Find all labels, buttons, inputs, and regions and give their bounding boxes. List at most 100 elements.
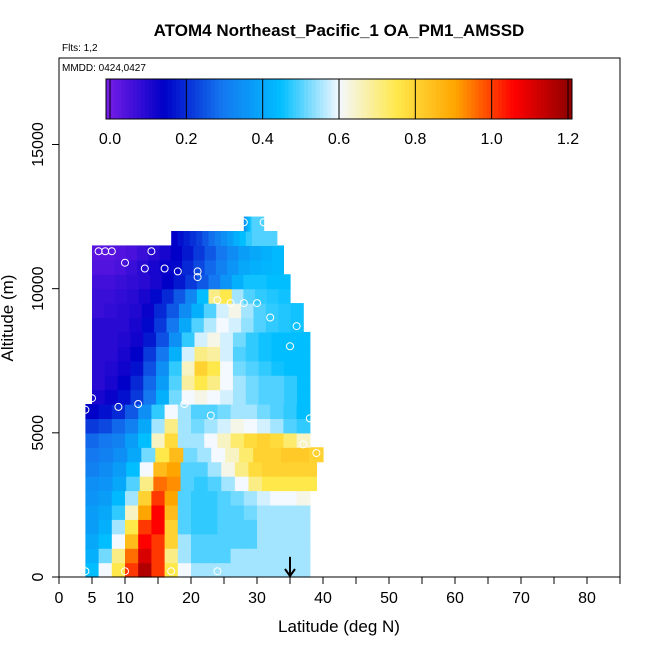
heatmap-cell-19-8 xyxy=(185,288,198,304)
colorbar-segment-108 xyxy=(525,79,530,119)
heatmap-cell-16-3 xyxy=(130,331,144,347)
sample-point-2 xyxy=(167,567,176,576)
heatmap-cell-23-9 xyxy=(227,231,234,247)
heatmap-cell-4-9 xyxy=(204,504,218,520)
heatmap-cell-3-14 xyxy=(270,519,284,535)
heatmap-cell-2-2 xyxy=(111,533,126,549)
heatmap-cell-11-9 xyxy=(204,404,218,420)
heatmap-cell-24-9 xyxy=(254,216,257,232)
sample-point-31 xyxy=(239,218,248,227)
colorbar-segment-24 xyxy=(199,79,204,119)
heatmap-cell-18-7 xyxy=(178,303,192,319)
heatmap-cell-2-3 xyxy=(125,533,139,549)
heatmap-cell-12-9 xyxy=(207,389,221,405)
heatmap-cell-5-4 xyxy=(138,490,152,506)
heatmap-cell-8-12 xyxy=(253,447,268,463)
sample-point-9 xyxy=(206,411,215,420)
sample-point-30 xyxy=(312,330,321,339)
heatmap-cell-1-3 xyxy=(125,548,139,564)
heatmap-cell-17-8 xyxy=(191,317,205,333)
heatmap-cell-7-3 xyxy=(126,461,141,477)
heatmap-cell-15-14 xyxy=(271,346,285,362)
heatmap-cell-4-16 xyxy=(296,504,311,520)
heatmap-cell-21-7 xyxy=(170,259,183,275)
heatmap-cell-23-13 xyxy=(251,231,259,247)
heatmap-cell-7-11 xyxy=(234,461,250,477)
heatmap-cell-22-14 xyxy=(249,245,262,261)
heatmap-cell-23-5 xyxy=(202,231,210,247)
heatmap-cell-7-9 xyxy=(207,461,222,477)
heatmap-cell-15-13 xyxy=(258,346,272,362)
heatmap-cell-10-13 xyxy=(257,418,271,434)
heatmap-cell-2-14 xyxy=(270,533,284,549)
heatmap-cell-5-5 xyxy=(151,490,166,506)
sample-point-5 xyxy=(88,394,96,403)
heatmap-cell-15-12 xyxy=(245,346,260,362)
heatmap-cell-16-1 xyxy=(104,331,119,347)
heatmap-cell-0-4 xyxy=(138,562,152,578)
heatmap-cell-0-9 xyxy=(204,562,218,578)
heatmap-cell-15-11 xyxy=(232,346,247,362)
heatmap-cell-6-9 xyxy=(207,476,222,492)
colorbar-segment-107 xyxy=(521,79,526,119)
heatmap-cell-11-5 xyxy=(151,404,166,420)
heatmap-cell-24-3 xyxy=(247,216,250,232)
colorbar-tick-label-1: 0.2 xyxy=(175,131,197,148)
heatmap-cell-7-14 xyxy=(275,461,290,477)
heatmap-cell-23-7 xyxy=(214,231,222,247)
heatmap-cell-23-0 xyxy=(171,231,179,247)
heatmap-cell-12-6 xyxy=(168,389,183,405)
colorbar-segment-105 xyxy=(513,79,519,119)
heatmap-cell-5-9 xyxy=(204,490,218,506)
colorbar-segment-94 xyxy=(471,79,476,119)
heatmap-cell-13-14 xyxy=(271,375,285,391)
colorbar-segment-102 xyxy=(502,79,507,119)
heatmap-cell-9-14 xyxy=(270,432,284,448)
heatmap-cell-10-14 xyxy=(270,418,284,434)
heatmap-cell-4-5 xyxy=(151,504,166,520)
y-tick-label-2: 10000 xyxy=(30,266,47,311)
heatmap-cell-15-4 xyxy=(143,346,157,362)
colorbar-segment-73 xyxy=(389,79,394,119)
heatmap-cell-9-5 xyxy=(151,432,166,448)
heatmap-cell-12-10 xyxy=(220,389,234,405)
heatmap-cell-1-4 xyxy=(138,548,152,564)
colorbar-segment-1 xyxy=(109,79,115,119)
heatmap-cell-11-4 xyxy=(138,404,152,420)
colorbar-segment-66 xyxy=(362,79,367,119)
colorbar-tick-label-4: 0.8 xyxy=(404,131,426,148)
colorbar-segment-45 xyxy=(280,79,286,119)
heatmap-cell-18-15 xyxy=(278,303,292,319)
colorbar-segment-43 xyxy=(272,79,278,119)
heatmap-cell-21-0 xyxy=(92,259,104,275)
colorbar-segment-13 xyxy=(156,79,161,119)
heatmap-cell-13-10 xyxy=(220,375,234,391)
heatmap-cell-3-7 xyxy=(177,519,192,535)
heatmap-cell-2-8 xyxy=(191,533,205,549)
heatmap-cell-21-12 xyxy=(227,259,239,275)
arrow-head xyxy=(284,568,296,578)
heatmap-cell-13-7 xyxy=(181,375,196,391)
heatmap-cell-23-16 xyxy=(270,231,278,247)
sample-point-17 xyxy=(147,247,156,256)
heatmap-cell-11-11 xyxy=(230,404,245,420)
heatmap-cell-12-16 xyxy=(296,389,311,405)
heatmap-cell-4-2 xyxy=(111,504,126,520)
heatmap-cell-19-16 xyxy=(278,288,291,304)
heatmap-cell-20-0 xyxy=(92,274,105,290)
colorbar-segment-63 xyxy=(350,79,356,119)
heatmap-cell-11-2 xyxy=(111,404,126,420)
heatmap-cell-24-7 xyxy=(251,216,254,232)
heatmap-cell-1-14 xyxy=(270,548,284,564)
heatmap-cell-12-12 xyxy=(245,389,260,405)
heatmap-cell-2-7 xyxy=(177,533,192,549)
heatmap-cell-4-13 xyxy=(257,504,271,520)
x-tick-label-9: 80 xyxy=(578,590,596,607)
colorbar-segment-68 xyxy=(370,79,375,119)
heatmap-cell-5-3 xyxy=(125,490,139,506)
colorbar-segment-49 xyxy=(296,79,301,119)
colorbar-segment-50 xyxy=(300,79,305,119)
heatmap-cell-21-16 xyxy=(272,259,284,275)
heatmap-cell-10-5 xyxy=(151,418,166,434)
heatmap-cell-10-3 xyxy=(125,418,139,434)
